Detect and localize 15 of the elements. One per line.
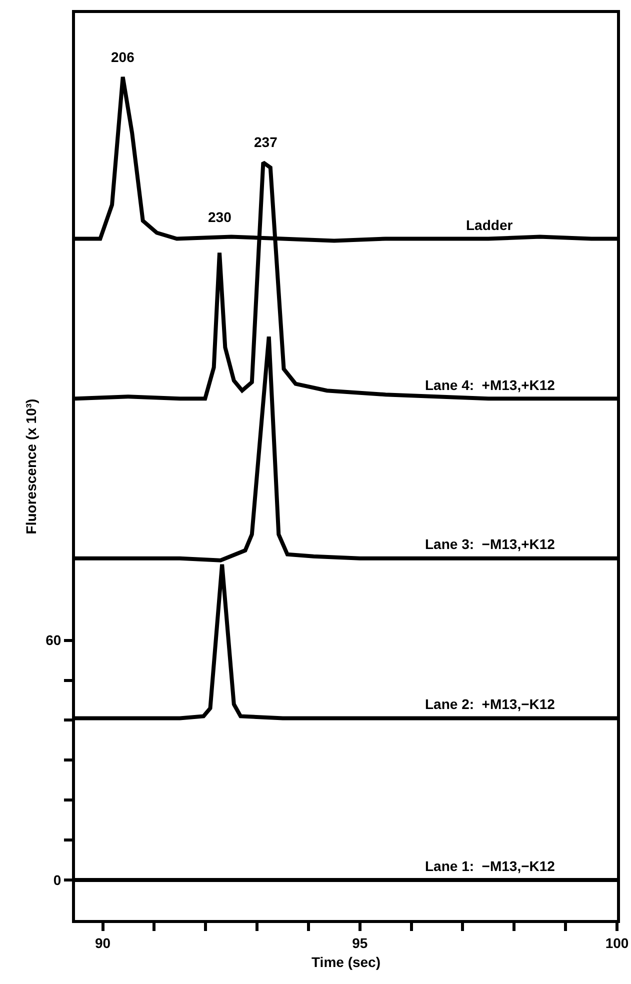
annotation: 230 xyxy=(208,209,232,225)
x-tick-label: 90 xyxy=(94,934,111,951)
series-label: Lane 1: −M13,−K12 xyxy=(425,858,556,874)
x-tick-label: 100 xyxy=(605,934,629,951)
series-label: Lane 3: −M13,+K12 xyxy=(425,536,556,552)
series-label: Ladder xyxy=(466,217,514,233)
y-tick-label: 0 xyxy=(53,872,62,888)
y-axis-title: Fluorescence (x 10³) xyxy=(23,398,40,534)
x-axis-title: Time (sec) xyxy=(312,954,380,970)
annotation: 206 xyxy=(111,49,135,65)
series-label: Lane 4: +M13,+K12 xyxy=(425,377,556,393)
series-label: Lane 2: +M13,−K12 xyxy=(425,696,556,712)
x-tick-label: 95 xyxy=(352,934,368,951)
y-tick-label: 60 xyxy=(46,632,62,648)
annotation: 237 xyxy=(254,134,278,150)
